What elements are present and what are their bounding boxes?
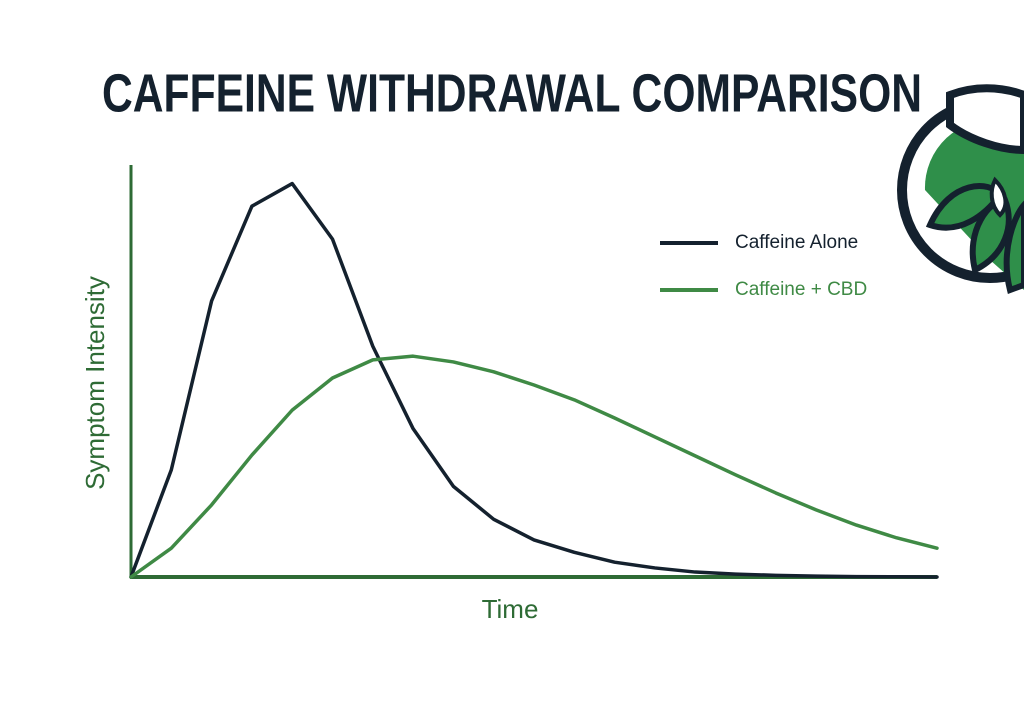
y-axis-label: Symptom Intensity	[80, 276, 110, 490]
series-line	[129, 181, 939, 579]
x-axis-label: Time	[482, 594, 539, 624]
legend-label: Caffeine Alone	[735, 232, 858, 253]
series-line	[129, 354, 939, 579]
chart-title: CAFFEINE WITHDRAWAL COMPARISON	[102, 63, 922, 123]
legend-label: Caffeine + CBD	[735, 279, 867, 300]
